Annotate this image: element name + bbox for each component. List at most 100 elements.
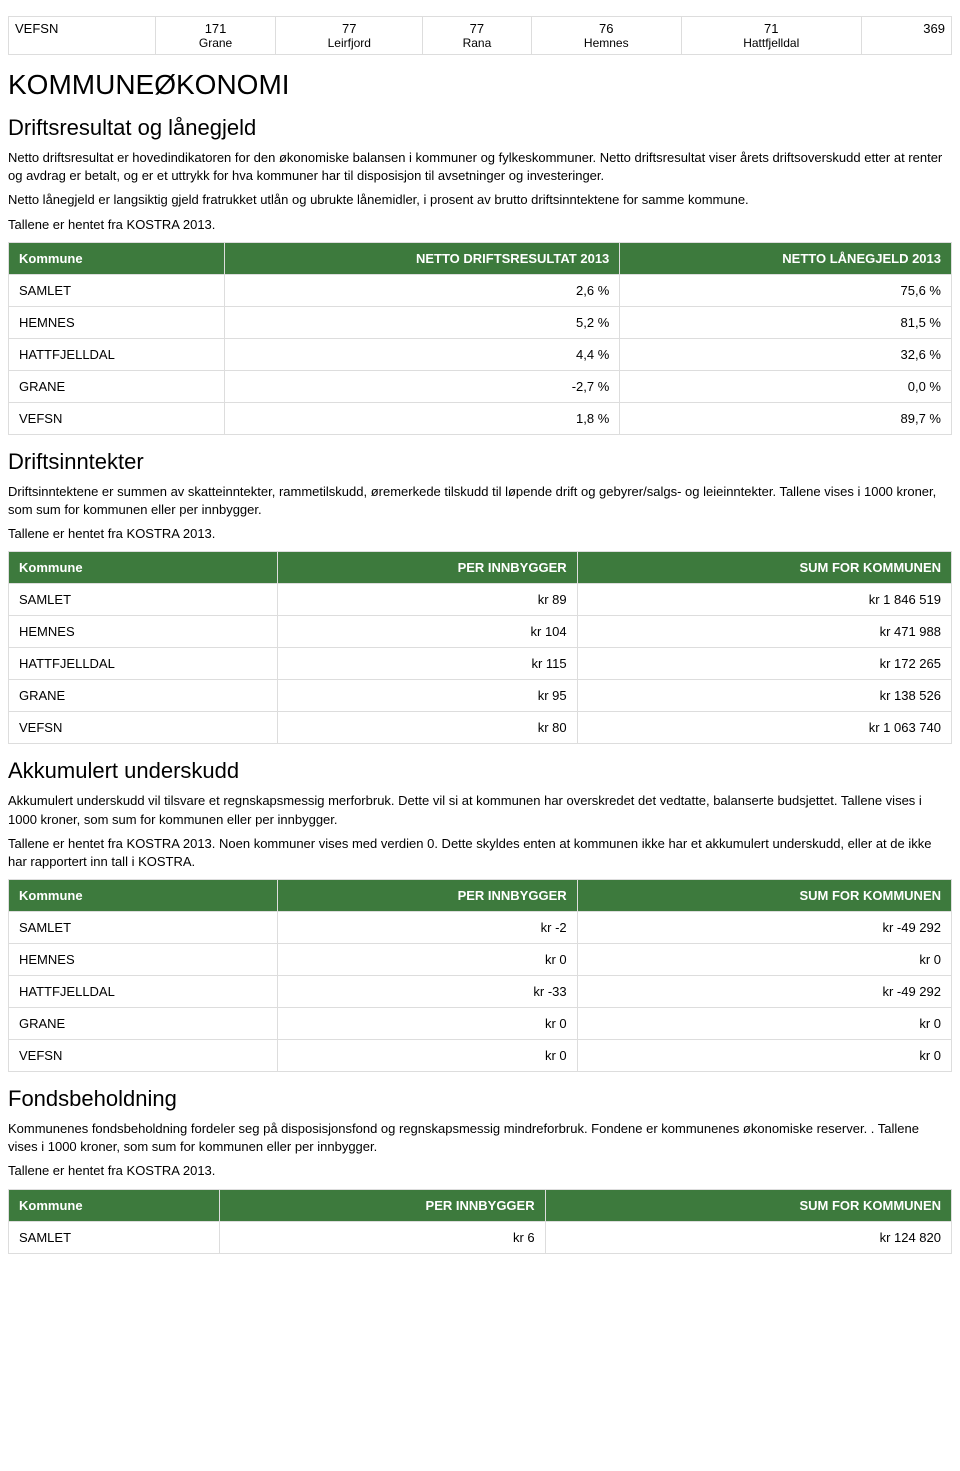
- table-row: GRANE-2,7 %0,0 %: [9, 370, 952, 402]
- fond-table: Kommune PER INNBYGGER SUM FOR KOMMUNEN S…: [8, 1189, 952, 1254]
- underskudd-table: Kommune PER INNBYGGER SUM FOR KOMMUNEN S…: [8, 879, 952, 1072]
- row-label: HEMNES: [9, 944, 278, 976]
- data-cell: kr -49 292: [577, 976, 951, 1008]
- table-row: SAMLETkr -2kr -49 292: [9, 912, 952, 944]
- table-row: HATTFJELLDAL4,4 %32,6 %: [9, 338, 952, 370]
- col-header: Kommune: [9, 242, 225, 274]
- table-row: VEFSN 171Grane 77Leirfjord 77Rana 76Hemn…: [9, 17, 952, 55]
- paragraph: Driftsinntektene er summen av skatteinnt…: [8, 483, 952, 519]
- data-cell: kr 95: [278, 680, 578, 712]
- col-header: NETTO DRIFTSRESULTAT 2013: [224, 242, 620, 274]
- table-row: SAMLET2,6 %75,6 %: [9, 274, 952, 306]
- table-header-row: Kommune PER INNBYGGER SUM FOR KOMMUNEN: [9, 1189, 952, 1221]
- data-cell: 5,2 %: [224, 306, 620, 338]
- row-label: GRANE: [9, 1008, 278, 1040]
- paragraph: Tallene er hentet fra KOSTRA 2013.: [8, 216, 952, 234]
- table-header-row: Kommune PER INNBYGGER SUM FOR KOMMUNEN: [9, 880, 952, 912]
- cell: 171Grane: [155, 17, 276, 55]
- row-label: SAMLET: [9, 274, 225, 306]
- data-cell: kr 89: [278, 584, 578, 616]
- cell: 77Rana: [423, 17, 532, 55]
- row-label: VEFSN: [9, 1040, 278, 1072]
- data-cell: 75,6 %: [620, 274, 952, 306]
- data-cell: 2,6 %: [224, 274, 620, 306]
- cell: 76Hemnes: [531, 17, 681, 55]
- table-row: SAMLETkr 6kr 124 820: [9, 1221, 952, 1253]
- subsection-heading: Fondsbeholdning: [8, 1086, 952, 1112]
- col-header: SUM FOR KOMMUNEN: [577, 880, 951, 912]
- col-header: Kommune: [9, 1189, 220, 1221]
- data-cell: kr 1 846 519: [577, 584, 951, 616]
- table-row: VEFSN1,8 %89,7 %: [9, 402, 952, 434]
- row-label: GRANE: [9, 370, 225, 402]
- data-cell: kr 0: [278, 1008, 578, 1040]
- table-row: HEMNES5,2 %81,5 %: [9, 306, 952, 338]
- paragraph: Netto lånegjeld er langsiktig gjeld frat…: [8, 191, 952, 209]
- data-cell: 89,7 %: [620, 402, 952, 434]
- row-label: SAMLET: [9, 1221, 220, 1253]
- table-row: VEFSNkr 0kr 0: [9, 1040, 952, 1072]
- data-cell: kr 1 063 740: [577, 712, 951, 744]
- table-row: HATTFJELLDALkr -33kr -49 292: [9, 976, 952, 1008]
- data-cell: 4,4 %: [224, 338, 620, 370]
- row-label: SAMLET: [9, 912, 278, 944]
- cell: 71Hattfjelldal: [681, 17, 861, 55]
- table-header-row: Kommune NETTO DRIFTSRESULTAT 2013 NETTO …: [9, 242, 952, 274]
- row-label: VEFSN: [9, 17, 156, 55]
- paragraph: Kommunenes fondsbeholdning fordeler seg …: [8, 1120, 952, 1156]
- col-header: Kommune: [9, 880, 278, 912]
- data-cell: kr 104: [278, 616, 578, 648]
- table-row: VEFSNkr 80kr 1 063 740: [9, 712, 952, 744]
- table-row: HEMNESkr 104kr 471 988: [9, 616, 952, 648]
- total-cell: 369: [861, 17, 951, 55]
- data-cell: kr 138 526: [577, 680, 951, 712]
- row-label: VEFSN: [9, 402, 225, 434]
- data-cell: kr 0: [577, 1040, 951, 1072]
- table-row: SAMLETkr 89kr 1 846 519: [9, 584, 952, 616]
- col-header: PER INNBYGGER: [220, 1189, 545, 1221]
- row-label: SAMLET: [9, 584, 278, 616]
- paragraph: Akkumulert underskudd vil tilsvare et re…: [8, 792, 952, 828]
- data-cell: 32,6 %: [620, 338, 952, 370]
- data-cell: kr -49 292: [577, 912, 951, 944]
- row-label: HEMNES: [9, 616, 278, 648]
- table-row: HEMNESkr 0kr 0: [9, 944, 952, 976]
- paragraph: Tallene er hentet fra KOSTRA 2013. Noen …: [8, 835, 952, 871]
- col-header: PER INNBYGGER: [278, 552, 578, 584]
- paragraph: Tallene er hentet fra KOSTRA 2013.: [8, 1162, 952, 1180]
- subsection-heading: Driftsresultat og lånegjeld: [8, 115, 952, 141]
- row-label: VEFSN: [9, 712, 278, 744]
- data-cell: kr 115: [278, 648, 578, 680]
- data-cell: 1,8 %: [224, 402, 620, 434]
- table-header-row: Kommune PER INNBYGGER SUM FOR KOMMUNEN: [9, 552, 952, 584]
- col-header: SUM FOR KOMMUNEN: [577, 552, 951, 584]
- paragraph: Tallene er hentet fra KOSTRA 2013.: [8, 525, 952, 543]
- table-row: GRANEkr 0kr 0: [9, 1008, 952, 1040]
- row-label: HATTFJELLDAL: [9, 338, 225, 370]
- col-header: SUM FOR KOMMUNEN: [545, 1189, 951, 1221]
- subsection-heading: Driftsinntekter: [8, 449, 952, 475]
- data-cell: kr -2: [278, 912, 578, 944]
- data-cell: kr 471 988: [577, 616, 951, 648]
- col-header: PER INNBYGGER: [278, 880, 578, 912]
- data-cell: kr 0: [577, 944, 951, 976]
- data-cell: kr -33: [278, 976, 578, 1008]
- row-label: HATTFJELLDAL: [9, 648, 278, 680]
- col-header: NETTO LÅNEGJELD 2013: [620, 242, 952, 274]
- top-distance-table: VEFSN 171Grane 77Leirfjord 77Rana 76Hemn…: [8, 16, 952, 55]
- data-cell: kr 0: [278, 1040, 578, 1072]
- row-label: HATTFJELLDAL: [9, 976, 278, 1008]
- data-cell: kr 0: [577, 1008, 951, 1040]
- paragraph: Netto driftsresultat er hovedindikatoren…: [8, 149, 952, 185]
- driftsinntekter-table: Kommune PER INNBYGGER SUM FOR KOMMUNEN S…: [8, 551, 952, 744]
- cell: 77Leirfjord: [276, 17, 423, 55]
- data-cell: kr 6: [220, 1221, 545, 1253]
- data-cell: kr 124 820: [545, 1221, 951, 1253]
- data-cell: kr 172 265: [577, 648, 951, 680]
- table-row: HATTFJELLDALkr 115kr 172 265: [9, 648, 952, 680]
- section-title: KOMMUNEØKONOMI: [8, 69, 952, 101]
- driftsresultat-table: Kommune NETTO DRIFTSRESULTAT 2013 NETTO …: [8, 242, 952, 435]
- row-label: GRANE: [9, 680, 278, 712]
- data-cell: 81,5 %: [620, 306, 952, 338]
- table-row: GRANEkr 95kr 138 526: [9, 680, 952, 712]
